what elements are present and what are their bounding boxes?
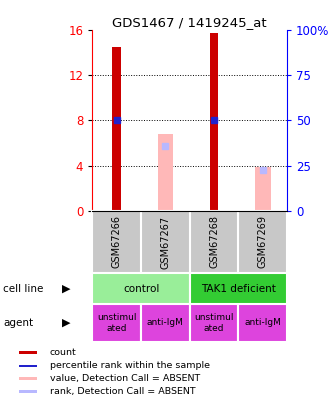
Text: anti-IgM: anti-IgM: [147, 318, 184, 328]
Bar: [19, 377, 37, 379]
Text: unstimul
ated: unstimul ated: [97, 313, 137, 333]
Text: count: count: [50, 348, 76, 357]
Text: anti-IgM: anti-IgM: [244, 318, 281, 328]
Bar: [92, 273, 190, 304]
Title: GDS1467 / 1419245_at: GDS1467 / 1419245_at: [113, 16, 267, 29]
Text: GSM67267: GSM67267: [160, 215, 170, 269]
Text: agent: agent: [3, 318, 33, 328]
Bar: [190, 304, 238, 342]
Text: GSM67266: GSM67266: [112, 215, 122, 269]
Bar: [19, 352, 37, 354]
Bar: [141, 304, 190, 342]
Text: GSM67268: GSM67268: [209, 215, 219, 269]
Bar: [112, 47, 121, 211]
Bar: [92, 304, 141, 342]
Text: cell line: cell line: [3, 284, 44, 294]
Bar: [210, 33, 218, 211]
Bar: [19, 390, 37, 392]
Text: unstimul
ated: unstimul ated: [194, 313, 234, 333]
Text: percentile rank within the sample: percentile rank within the sample: [50, 361, 210, 370]
Text: GSM67269: GSM67269: [258, 215, 268, 269]
Bar: [19, 364, 37, 367]
Bar: [238, 304, 287, 342]
Bar: [255, 167, 271, 211]
Text: TAK1 deficient: TAK1 deficient: [201, 284, 276, 294]
Text: ▶: ▶: [62, 318, 70, 328]
Text: value, Detection Call = ABSENT: value, Detection Call = ABSENT: [50, 374, 200, 383]
Text: ▶: ▶: [62, 284, 70, 294]
Text: control: control: [123, 284, 159, 294]
Bar: [190, 273, 287, 304]
Bar: [158, 134, 173, 211]
Text: rank, Detection Call = ABSENT: rank, Detection Call = ABSENT: [50, 387, 195, 396]
